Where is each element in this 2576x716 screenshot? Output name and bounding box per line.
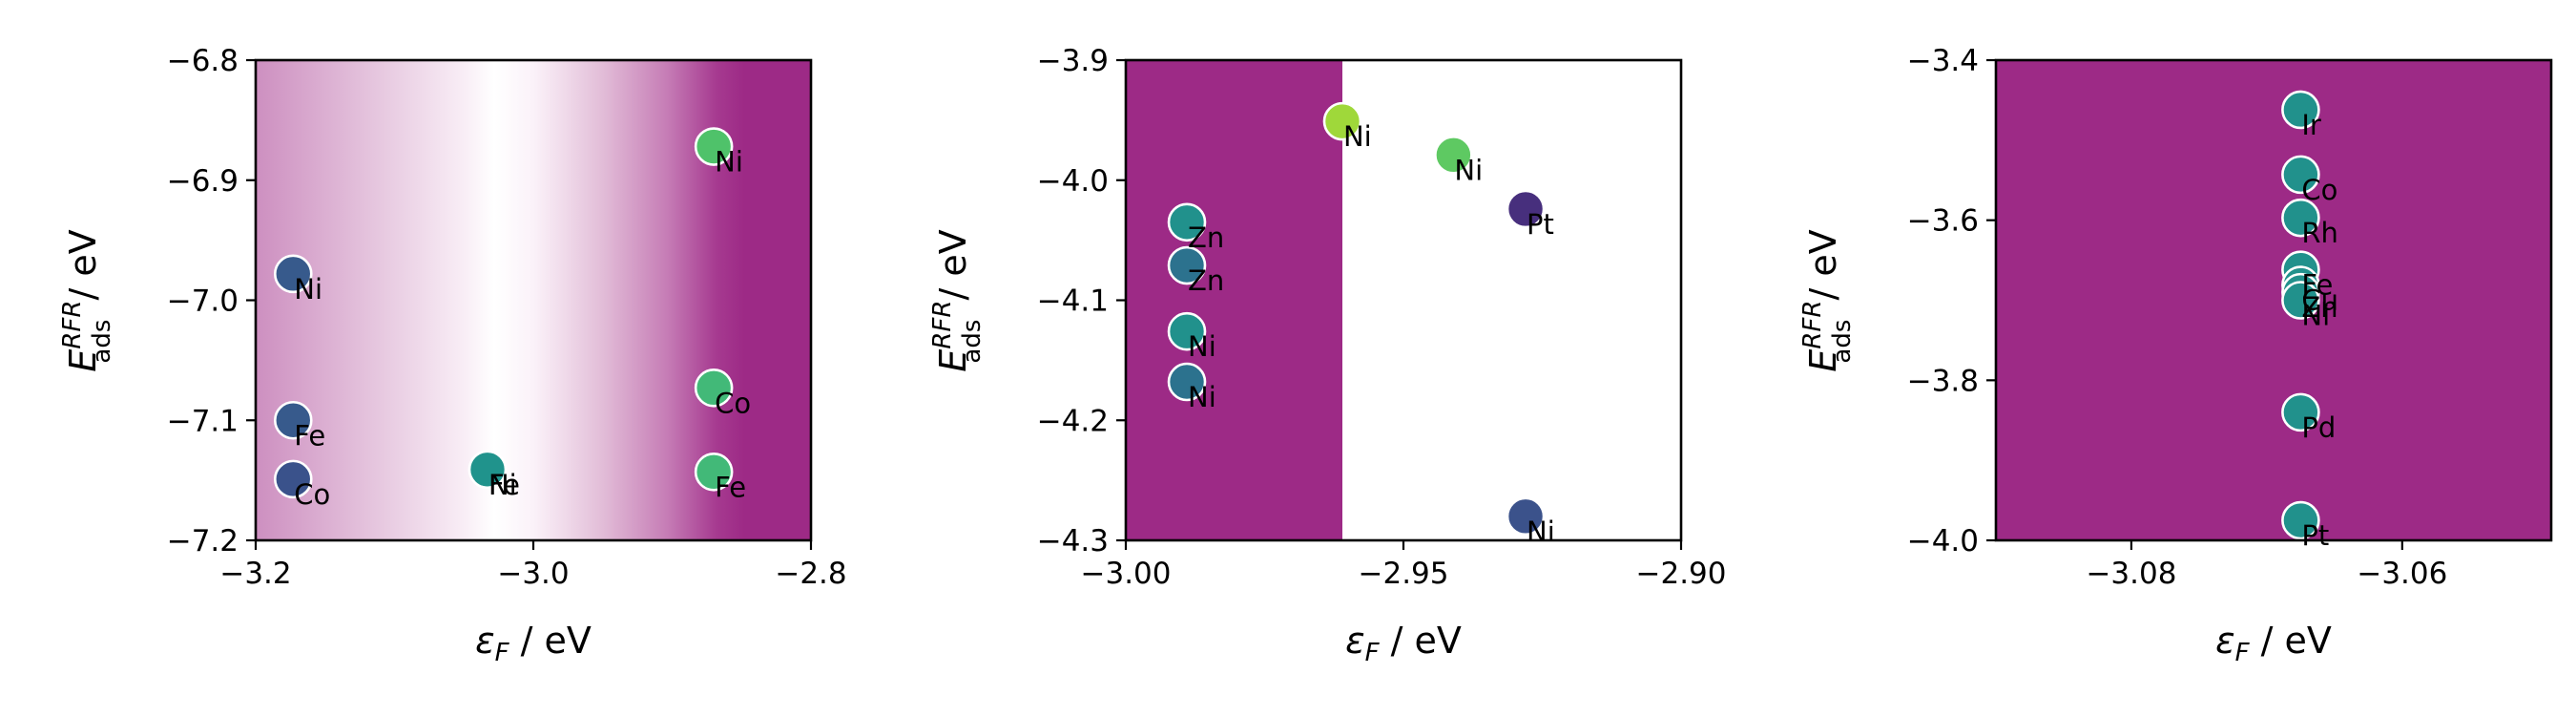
data-point — [2281, 90, 2320, 130]
panel-right-ticks: −3.08 −3.06 −3.4 −3.6 −3.8 −4.0 — [1907, 44, 2448, 591]
data-point-label: Pt — [2301, 519, 2329, 552]
data-point — [2281, 500, 2320, 540]
panel-right-background — [1996, 60, 2551, 540]
data-point-label: Rh — [2301, 217, 2338, 249]
x-tick-label: −2.95 — [1359, 557, 1449, 591]
data-point — [1322, 101, 1362, 141]
y-tick-label: −3.8 — [1907, 364, 1979, 398]
data-point — [1167, 245, 1207, 285]
y-tick-label: −3.4 — [1907, 44, 1979, 78]
panel-right: −3.08 −3.06 −3.4 −3.6 −3.8 −4.0 Ir Co Rh FeCuZnN… — [1798, 44, 2553, 667]
data-point-label: Ni — [2301, 300, 2330, 332]
data-point-label: Co — [2301, 174, 2337, 206]
y-tick-label: −4.0 — [1037, 164, 1109, 199]
data-point — [2281, 155, 2320, 195]
x-tick-label: −3.08 — [2086, 557, 2176, 591]
data-point-label: Pt — [1527, 208, 1554, 241]
data-point — [694, 127, 734, 166]
data-point-label: Fe — [2301, 269, 2333, 302]
data-point — [273, 459, 313, 499]
panel-middle-background-purple — [1126, 60, 1342, 540]
data-point-label: Ni — [294, 273, 322, 305]
panel-right-xlabel: εF / eV — [2215, 620, 2332, 667]
data-point — [1167, 362, 1207, 402]
data-point — [694, 368, 734, 408]
y-tick-label: −3.6 — [1907, 204, 1979, 239]
data-point-label: Ni — [1188, 330, 1216, 363]
data-point-label: Ni — [1454, 154, 1483, 186]
x-tick-label: −2.8 — [775, 557, 846, 591]
y-tick-label: −7.0 — [167, 284, 239, 319]
y-tick-label: −4.3 — [1037, 524, 1109, 558]
panel-middle-points: Ni Ni Pt Zn Zn Ni Ni Ni — [1167, 101, 1555, 548]
data-point — [273, 254, 313, 294]
panel-middle-ylabel: ERFRads / eV — [928, 229, 987, 371]
data-point — [273, 400, 313, 440]
panel-right-ylabel: ERFRads / eV — [1798, 229, 1857, 371]
x-tick-label: −3.06 — [2357, 557, 2447, 591]
y-tick-label: −7.2 — [167, 524, 239, 558]
data-point-label: Zn — [1188, 221, 1224, 254]
data-point-label: Pd — [2301, 411, 2336, 444]
data-point-label: Ni — [1527, 516, 1555, 548]
data-point-label: Zn — [2301, 291, 2337, 324]
panel-left-xlabel: εF / eV — [475, 620, 592, 667]
data-point — [1167, 311, 1207, 351]
data-point — [1167, 202, 1207, 242]
x-tick-label: −2.90 — [1636, 557, 1727, 591]
panel-right-frame — [1994, 58, 2553, 542]
y-tick-label: −4.0 — [1907, 524, 1979, 558]
y-tick-label: −4.1 — [1037, 284, 1109, 319]
data-point-label: Ni — [488, 469, 517, 501]
panel-middle-ticks: −3.00 −2.95 −2.90 −3.9 −4.0 −4.1 −4.2 −4.3 — [1037, 44, 1727, 591]
y-tick-label: −3.9 — [1037, 44, 1109, 78]
data-point — [1434, 136, 1473, 175]
data-point-label: Co — [715, 387, 751, 419]
data-point-label: Co — [294, 478, 330, 511]
panel-left-ylabel: ERFRads / eV — [58, 229, 116, 371]
data-point-label: Fe — [715, 471, 746, 503]
data-point-label: Zn — [1188, 264, 1224, 297]
data-point — [2281, 392, 2320, 432]
data-point-label: Fe — [294, 419, 325, 452]
data-point — [694, 453, 734, 492]
data-point-label: Ni — [1343, 120, 1372, 153]
y-tick-label: −4.2 — [1037, 404, 1109, 438]
data-point — [2281, 281, 2320, 320]
data-point-label: Fe — [488, 469, 520, 501]
x-tick-label: −3.2 — [219, 557, 291, 591]
x-tick-label: −3.00 — [1081, 557, 1172, 591]
y-tick-label: −6.8 — [167, 44, 239, 78]
y-tick-label: −7.1 — [167, 404, 239, 438]
panel-left-frame — [254, 58, 813, 542]
data-point — [2281, 198, 2320, 238]
data-point — [1506, 496, 1546, 537]
data-point-label: Ni — [715, 146, 743, 179]
y-tick-label: −6.9 — [167, 164, 239, 199]
data-point-label: Ni — [1188, 381, 1216, 413]
panel-middle: −3.00 −2.95 −2.90−3.9−4.0−4.1−4.2−4.3 NiNi… — [928, 44, 1727, 667]
data-point — [1506, 189, 1546, 229]
data-point — [467, 450, 508, 490]
panel-left: −3.2 −3.0 −2.8 −6.8 −6.9 −7.0 −7.1 −7.2 Ni Ni Co F… — [58, 44, 847, 667]
panel-left-ticks: −3.2 −3.0 −2.8 −6.8 −6.9 −7.0 −7.1 −7.2 — [167, 44, 847, 591]
panel-middle-xlabel: εF / eV — [1345, 620, 1462, 667]
data-point-label: Cu — [2301, 284, 2338, 317]
x-tick-label: −3.0 — [497, 557, 569, 591]
panel-middle-frame — [1124, 58, 1683, 542]
data-point-label: Ir — [2301, 109, 2321, 141]
